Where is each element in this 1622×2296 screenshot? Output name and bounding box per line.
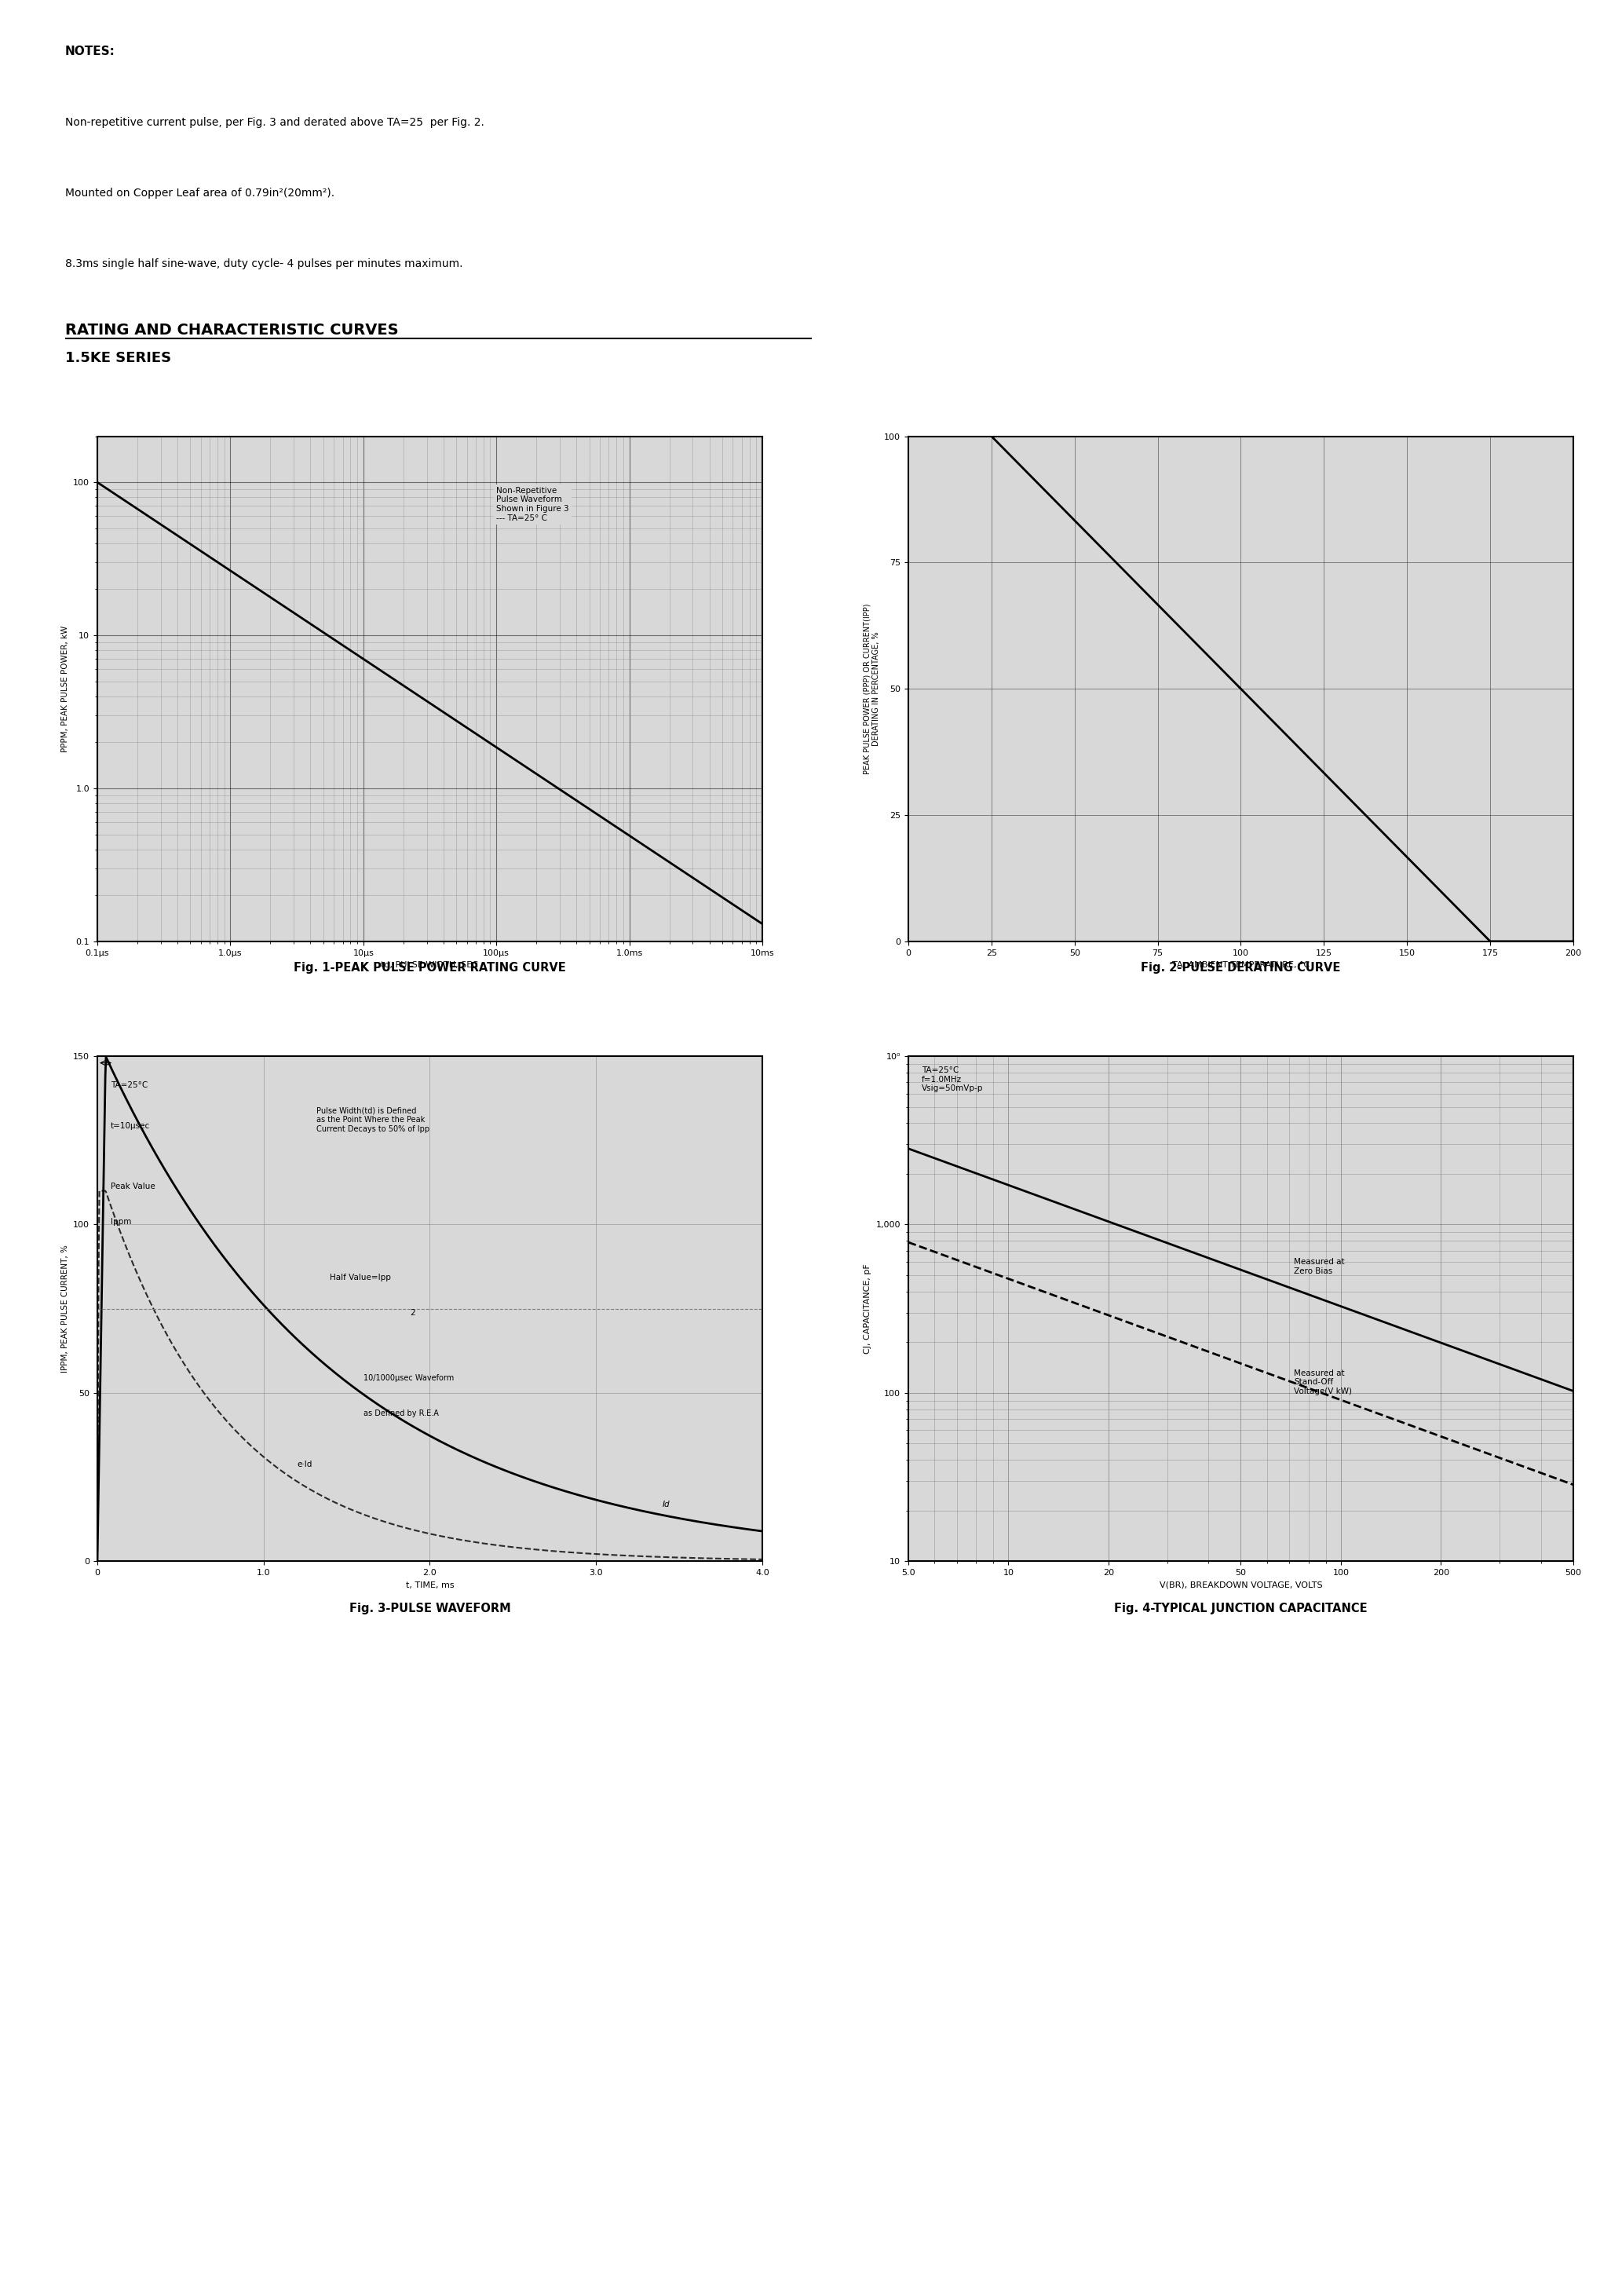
Text: Id: Id	[663, 1502, 670, 1508]
Text: Fig. 4-TYPICAL JUNCTION CAPACITANCE: Fig. 4-TYPICAL JUNCTION CAPACITANCE	[1114, 1603, 1367, 1614]
Text: 10/1000μsec Waveform: 10/1000μsec Waveform	[363, 1375, 454, 1382]
X-axis label: td, PULSE WIDTH, SEC: td, PULSE WIDTH, SEC	[381, 962, 478, 969]
Text: 2: 2	[410, 1309, 415, 1316]
Text: Fig. 2-PULSE DERATING CURVE: Fig. 2-PULSE DERATING CURVE	[1140, 962, 1341, 974]
Text: Fig. 1-PEAK PULSE POWER RATING CURVE: Fig. 1-PEAK PULSE POWER RATING CURVE	[294, 962, 566, 974]
Text: TA=25°C: TA=25°C	[110, 1081, 148, 1088]
Text: Half Value=Ipp: Half Value=Ipp	[329, 1274, 391, 1281]
X-axis label: TA, AMBIENT TEMPERATURE, °C: TA, AMBIENT TEMPERATURE, °C	[1173, 962, 1309, 969]
X-axis label: t, TIME, ms: t, TIME, ms	[406, 1582, 454, 1589]
Text: TA=25°C
f=1.0MHz
Vsig=50mVp-p: TA=25°C f=1.0MHz Vsig=50mVp-p	[921, 1065, 983, 1093]
Y-axis label: IPPM, PEAK PULSE CURRENT, %: IPPM, PEAK PULSE CURRENT, %	[62, 1244, 68, 1373]
Text: Mounted on Copper Leaf area of 0.79in²(20mm²).: Mounted on Copper Leaf area of 0.79in²(2…	[65, 188, 334, 197]
Text: Measured at
Stand-Off
Voltage(V kW): Measured at Stand-Off Voltage(V kW)	[1294, 1368, 1353, 1396]
Text: Non-Repetitive
Pulse Waveform
Shown in Figure 3
--- TA=25° C: Non-Repetitive Pulse Waveform Shown in F…	[496, 487, 569, 521]
Text: Pulse Width(td) is Defined
as the Point Where the Peak
Current Decays to 50% of : Pulse Width(td) is Defined as the Point …	[316, 1107, 430, 1132]
Text: Non-repetitive current pulse, per Fig. 3 and derated above TA=25  per Fig. 2.: Non-repetitive current pulse, per Fig. 3…	[65, 117, 483, 129]
Text: t=10μsec: t=10μsec	[110, 1123, 151, 1130]
Y-axis label: PPPM, PEAK PULSE POWER, kW: PPPM, PEAK PULSE POWER, kW	[62, 625, 68, 753]
Text: 8.3ms single half sine-wave, duty cycle- 4 pulses per minutes maximum.: 8.3ms single half sine-wave, duty cycle-…	[65, 257, 462, 269]
Y-axis label: CJ, CAPACITANCE, pF: CJ, CAPACITANCE, pF	[865, 1263, 871, 1355]
Text: Peak Value: Peak Value	[110, 1182, 156, 1189]
X-axis label: V(BR), BREAKDOWN VOLTAGE, VOLTS: V(BR), BREAKDOWN VOLTAGE, VOLTS	[1160, 1582, 1322, 1589]
Text: Fig. 3-PULSE WAVEFORM: Fig. 3-PULSE WAVEFORM	[349, 1603, 511, 1614]
Y-axis label: PEAK PULSE POWER (PPP) OR CURRENT(IPP)
DERATING IN PERCENTAGE, %: PEAK PULSE POWER (PPP) OR CURRENT(IPP) D…	[863, 604, 879, 774]
Text: as Defined by R.E.A: as Defined by R.E.A	[363, 1410, 438, 1417]
Text: 1.5KE SERIES: 1.5KE SERIES	[65, 351, 170, 365]
Text: RATING AND CHARACTERISTIC CURVES: RATING AND CHARACTERISTIC CURVES	[65, 321, 399, 338]
Text: NOTES:: NOTES:	[65, 46, 115, 57]
Text: Measured at
Zero Bias: Measured at Zero Bias	[1294, 1258, 1345, 1274]
Text: Ippm: Ippm	[110, 1217, 131, 1226]
Text: e·Id: e·Id	[297, 1460, 311, 1467]
